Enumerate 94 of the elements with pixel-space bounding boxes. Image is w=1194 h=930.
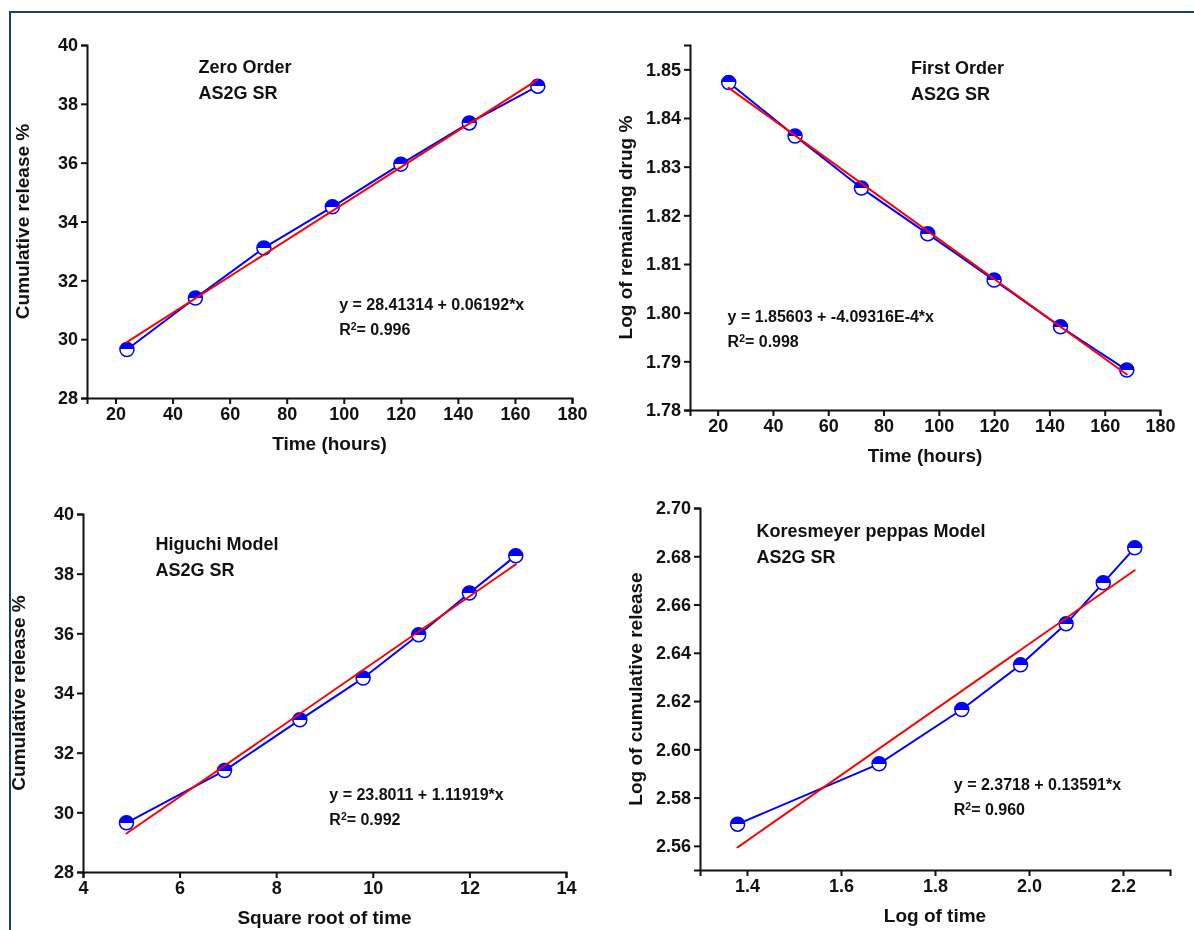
y-tick-label: 30 [53,802,74,823]
x-tick-label: 180 [1145,415,1176,436]
y-tick-label: 2.58 [655,787,691,808]
y-tick-label: 34 [53,683,74,704]
text: First Order [910,58,1004,79]
point [720,74,737,91]
x-tick-label: 120 [979,415,1010,436]
y-tick-label: 38 [57,94,78,115]
y-tick-label: 40 [57,35,78,56]
y-tick-label: 2.62 [655,691,691,712]
x-tick-label: 4 [78,877,89,898]
annotation: y = 1.85603 + -4.09316E-4*x [727,308,935,326]
x-axis-title: Time (hours) [867,445,983,466]
x-tick-label: 140 [1034,415,1065,436]
y-axis-title: Cumulative release % [8,595,29,791]
annotation: y = 2.3718 + 0.13591*x [953,776,1122,794]
y-tick-label: 30 [57,329,78,350]
x-tick-label: 20 [708,415,729,436]
y-tick-label: 1.83 [645,156,681,177]
x-tick-label: 1.8 [922,875,949,896]
x-tick-label: 12 [459,877,480,898]
y-axis-title: Log of cumulative release [625,572,646,806]
y-tick-label: 28 [57,388,78,409]
y-tick-label: 1.80 [645,302,681,323]
x-tick-label: 160 [500,403,531,424]
point [355,670,371,686]
point [871,756,887,772]
point [729,816,746,832]
x-tick-label: 80 [874,415,895,436]
point [119,341,135,358]
y-tick-label: 1.84 [645,108,681,129]
text: AS2G SR [155,559,235,580]
x-tick-label: 160 [1090,415,1121,436]
y-tick-label: 32 [57,270,78,291]
text: AS2G SR [910,84,990,105]
annotation: y = 23.8011 + 1.11919*x [329,786,504,804]
y-tick-label: 34 [57,211,78,232]
x-tick-label: 100 [329,403,360,424]
y-tick-label: 40 [53,504,74,525]
x-tick-label: 2.0 [1016,875,1043,896]
x-tick-label: 100 [924,415,955,436]
y-tick-label: 36 [57,152,78,173]
x-tick-label: 140 [443,403,474,424]
y-tick-label: 1.81 [645,254,681,275]
x-tick-label: 1.6 [828,875,855,896]
y-tick-label: 32 [53,742,74,763]
x-tick-label: 14 [556,877,577,898]
y-tick-label: 2.56 [655,836,691,857]
x-tick-label: 20 [106,403,127,424]
y-tick-label: 2.66 [655,594,691,615]
point [118,815,135,831]
y-tick-label: 1.85 [645,59,681,80]
annotation: R$^{2}$= 0.998 [727,332,799,351]
x-tick-label: 60 [818,415,839,436]
point [1127,540,1143,556]
text: AS2G SR [756,546,836,567]
x-tick-label: 40 [163,403,184,424]
x-tick-label: 8 [271,877,282,898]
y-tick-label: 1.82 [645,205,681,226]
x-tick-label: 60 [220,403,241,424]
y-tick-label: 2.68 [655,546,691,567]
x-tick-label: 2.2 [1110,875,1137,896]
y-tick-label: 2.64 [655,643,691,664]
point [508,548,524,564]
annotation: R$^{2}$= 0.960 [953,800,1026,819]
y-tick-label: 36 [53,623,74,644]
point [1095,575,1112,591]
text: Zero Order [198,57,292,78]
x-tick-label: 10 [363,877,384,898]
y-axis-title: Cumulative release % [12,123,33,320]
x-axis-title: Time (hours) [272,433,387,454]
x-axis-title: Square root of time [237,907,412,928]
y-tick-label: 2.70 [655,498,691,519]
x-tick-label: 120 [386,403,417,424]
x-tick-label: 1.4 [734,875,761,896]
text: AS2G SR [198,83,278,104]
y-tick-label: 1.78 [645,400,681,421]
x-tick-label: 6 [175,877,186,898]
x-tick-label: 40 [763,415,784,436]
text: Koresmeyer peppas Model [756,520,986,541]
y-tick-label: 28 [53,862,74,883]
x-axis-title: Log of time [883,905,987,926]
y-tick-label: 38 [53,563,74,584]
point [1012,657,1029,673]
annotation: R$^{2}$= 0.992 [329,810,401,829]
y-tick-label: 1.79 [645,351,681,372]
y-axis-title: Log of remaining drug % [615,115,636,340]
x-tick-label: 180 [557,403,588,424]
annotation: R$^{2}$= 0.996 [339,320,411,338]
annotation: y = 28.41314 + 0.06192*x [339,295,525,313]
point [954,701,970,718]
x-tick-label: 80 [277,403,298,424]
text: Higuchi Model [155,533,279,554]
y-tick-label: 2.60 [655,739,691,760]
